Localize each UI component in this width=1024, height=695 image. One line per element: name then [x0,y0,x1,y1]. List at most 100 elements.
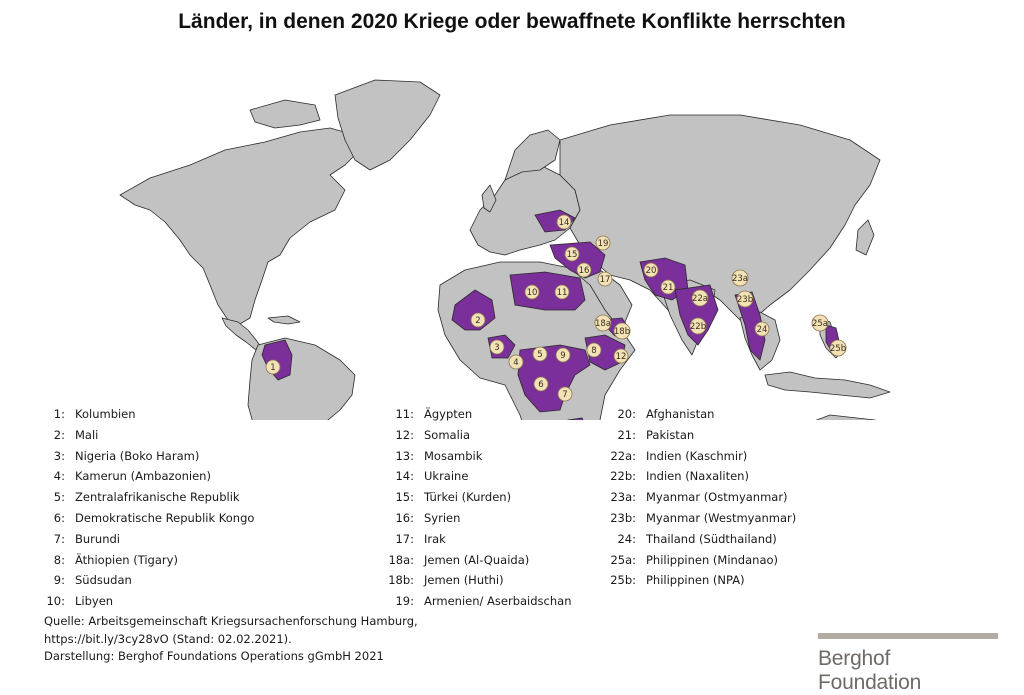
legend-country: Jemen (Huthi) [424,573,504,588]
legend-country: Afghanistan [646,407,715,421]
legend-item: 8: Äthiopien (Tigary) [10,550,254,571]
marker-circle [811,314,829,332]
legend-country: Libyen [75,594,114,609]
marker-label: 25a [812,319,828,329]
marker-label: 23a [732,274,748,284]
logo-bar [818,633,998,639]
marker-label: 6 [538,380,543,390]
marker-label: 22a [692,294,708,304]
legend-country: Kolumbien [75,407,136,421]
marker-label: 14 [559,218,570,228]
legend-item: 19: Armenien/ Aserbaidschan [380,591,571,612]
legend-country: Mali [75,427,99,442]
marker-label: 7 [562,390,567,400]
marker-circle [470,312,486,328]
legend-country: Mosambik [424,448,483,463]
legend-number: 22b: [610,469,636,484]
legend-number: 19: [395,594,414,609]
legend-item: 20: Afghanistan [600,404,796,425]
map-marker-10: 10 [524,284,540,300]
marker-circle [576,262,592,278]
legend-number: 20: [617,407,636,421]
marker-circle [557,386,573,402]
marker-circle [532,346,548,362]
map-marker-9: 9 [555,347,571,363]
legend-item: 23b: Myanmar (Westmyanmar) [600,508,796,529]
legend-number: 23a: [610,490,636,505]
legend-item: 18a: Jemen (Al-Quaida) [380,550,572,571]
legend-country: Nigeria (Boko Haram) [75,448,200,463]
marker-circle [754,321,770,337]
marker-circle [689,317,707,335]
legend-country: Burundi [75,531,120,546]
legend-country: Irak [424,531,446,546]
legend-country: Indien (Kaschmir) [646,448,748,463]
legend-item: 1: Kolumbien [10,404,254,425]
legend-number: 21: [617,427,636,442]
marker-circle [643,262,659,278]
legend-number: 12: [395,427,414,442]
legend-number: 14: [395,469,414,484]
map-marker-17: 17 [597,271,613,287]
source-line-2: https://bit.ly/3cy28vO (Stand: 02.02.202… [44,631,292,646]
legend-item: 22b: Indien (Naxaliten) [600,466,796,487]
marker-circle [564,246,580,262]
legend-country: Türkei (Kurden) [424,490,512,505]
legend-number: 17: [395,531,414,546]
legend-number: 6: [53,510,65,525]
legend-country: Pakistan [646,427,695,442]
marker-label: 24 [757,325,768,335]
legend-number: 22a: [610,448,636,463]
land-north-america [119,127,361,326]
marker-label: 15 [567,250,578,260]
legend-country: Kamerun (Ambazonien) [75,469,211,484]
map-marker-18a: 18a [594,314,612,332]
legend-country: Südsudan [75,573,132,588]
legend-number: 25a: [610,552,636,567]
legend-number: 23b: [610,510,636,525]
legend-number: 7: [53,531,65,546]
map-marker-21: 21 [660,279,676,295]
legend-item: 17: Irak [380,529,572,550]
marker-label: 5 [537,350,542,360]
marker-circle [660,279,676,295]
legend-item: 2: Mali [10,425,254,446]
legend-item: 3: Nigeria (Boko Haram) [10,446,254,467]
map-marker-22b: 22b [689,317,707,335]
legend-number: 5: [53,490,65,505]
legend-number: 4: [53,469,65,484]
marker-label: 20 [646,266,657,276]
legend-number: 15: [395,490,414,505]
legend-item: 5: Zentralafrikanische Republik [10,487,254,508]
marker-label: 9 [560,351,565,361]
legend-item: 22a: Indien (Kaschmir) [600,446,796,467]
legend-country: Myanmar (Ostmyanmar) [646,490,788,505]
marker-circle [594,314,612,332]
legend-country: Philippinen (NPA) [646,573,745,588]
marker-circle [533,376,549,392]
legend-number: 3: [53,448,65,463]
berghof-logo: Berghof Foundation [818,633,998,695]
marker-label: 11 [557,288,568,298]
marker-label: 25b [830,344,846,354]
marker-circle [829,339,847,357]
legend-item: 16: Syrien [380,508,572,529]
world-map: 123456789101112131415161718a18b19202122a… [119,79,891,420]
legend-column-1: 1: Kolumbien 2: Mali 3: Nigeria (Boko Haram… [10,404,254,612]
marker-circle [586,342,602,358]
legend-country: Ukraine [424,469,469,484]
legend-item: 23a: Myanmar (Ostmyanmar) [600,487,796,508]
legend-item: 18b: Jemen (Huthi) [380,570,572,591]
map-marker-25a: 25a [811,314,829,332]
map-marker-3: 3 [489,339,505,355]
conflict-libya-egypt [509,271,586,311]
marker-label: 3 [494,343,499,353]
marker-label: 22b [690,322,706,332]
legend-number: 8: [53,552,65,567]
marker-label: 21 [663,283,674,293]
marker-circle [736,290,754,308]
legend-number: 13: [395,448,414,463]
legend-item: 4: Kamerun (Ambazonien) [10,466,254,487]
legend-country: Indien (Naxaliten) [646,469,749,484]
land-japan [855,219,875,256]
